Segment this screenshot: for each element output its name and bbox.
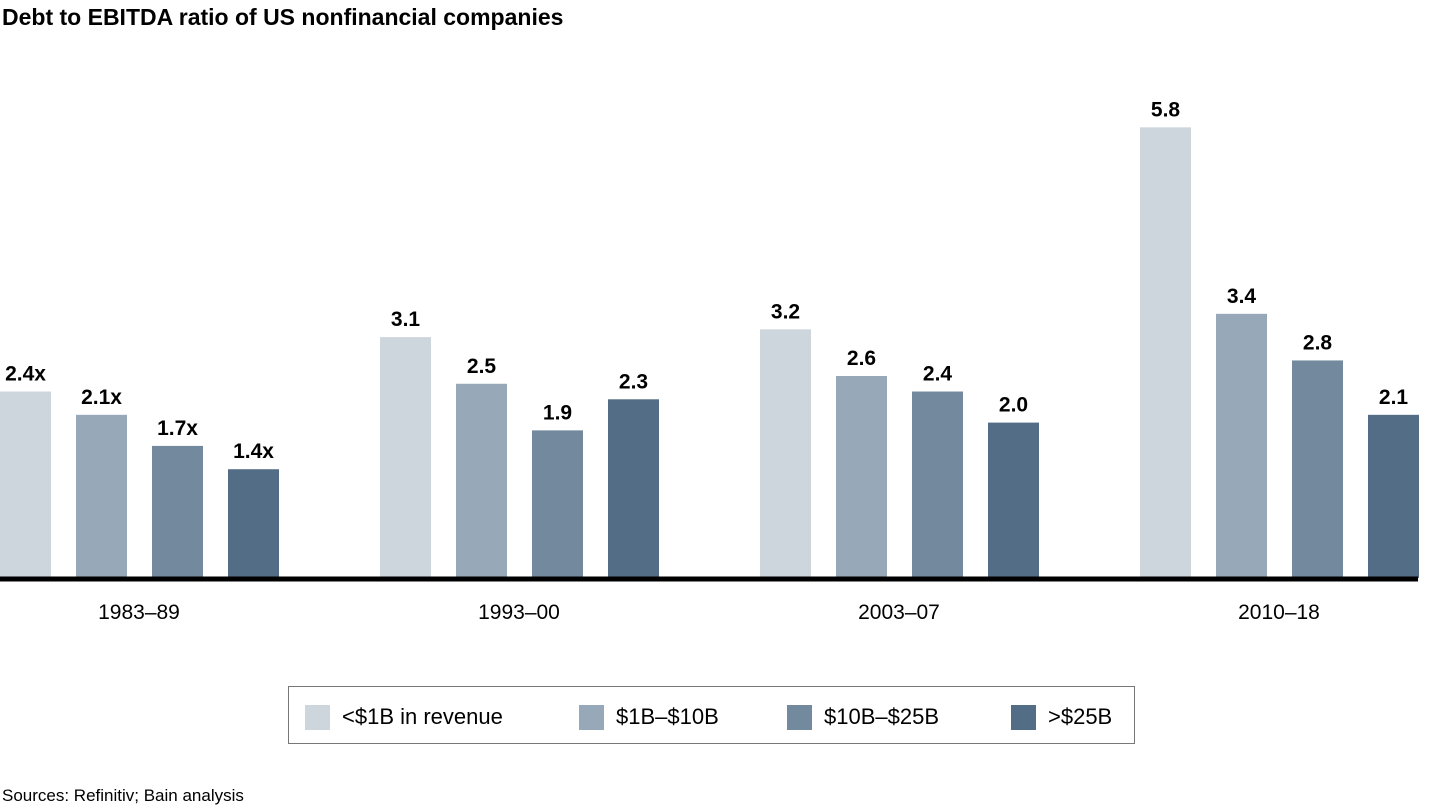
x-tick-label: 2003–07 [858, 601, 940, 624]
legend-label: <$1B in revenue [342, 704, 503, 729]
bar [76, 414, 127, 578]
bar [1140, 127, 1191, 578]
bar [1216, 313, 1267, 578]
legend-swatch [305, 704, 330, 730]
data-label: 3.1 [391, 308, 421, 331]
legend-item: <$1B in revenue [305, 704, 503, 730]
data-label: 2.6 [847, 347, 876, 370]
legend-item: >$25B [1011, 704, 1112, 730]
data-label: 2.1 [1379, 386, 1409, 409]
data-label: 5.8 [1151, 98, 1181, 121]
x-tick-label: 1993–00 [478, 601, 560, 624]
bar [0, 391, 51, 578]
data-label: 2.1x [81, 386, 122, 409]
legend-label: $1B–$10B [616, 704, 719, 729]
data-label: 2.4 [923, 363, 953, 386]
data-label: 1.9 [543, 401, 572, 424]
source-note: Sources: Refinitiv; Bain analysis [2, 786, 244, 805]
bar [152, 445, 203, 578]
bar [608, 399, 659, 578]
bar [380, 337, 431, 578]
legend-label: >$25B [1048, 704, 1113, 729]
legend-item: $10B–$25B [787, 704, 939, 730]
x-tick-label: 1983–89 [98, 601, 180, 624]
bar [1292, 360, 1343, 578]
x-tick-label: 2010–18 [1238, 601, 1320, 624]
legend-swatch [579, 704, 604, 730]
bar [456, 383, 507, 578]
legend-item: $1B–$10B [579, 704, 719, 730]
data-label: 2.3 [619, 370, 648, 393]
chart-title: Debt to EBITDA ratio of US nonfinancial … [2, 4, 564, 30]
bar [228, 469, 279, 578]
data-label: 3.2 [771, 300, 800, 323]
data-label: 2.4x [5, 363, 46, 386]
data-label: 2.5 [467, 355, 497, 378]
bar [1368, 414, 1419, 578]
legend: <$1B in revenue $1B–$10B $10B–$25B >$25B [288, 686, 1135, 744]
bar [836, 375, 887, 578]
bar-chart: 2.4x 2.1x 1.7x 1.4x 1983–89 3.1 2.5 1.9 2.3 1993–… [0, 98, 1419, 624]
data-label: 1.4x [233, 440, 274, 463]
bar [760, 329, 811, 578]
legend-swatch [787, 704, 812, 730]
bar [532, 430, 583, 578]
bar [912, 391, 963, 578]
data-label: 2.0 [999, 394, 1028, 417]
bar [988, 422, 1039, 578]
data-label: 2.8 [1303, 331, 1333, 354]
legend-swatch [1011, 704, 1036, 730]
data-label: 3.4 [1227, 285, 1257, 308]
legend-label: $10B–$25B [824, 704, 939, 729]
data-label: 1.7x [157, 417, 198, 440]
